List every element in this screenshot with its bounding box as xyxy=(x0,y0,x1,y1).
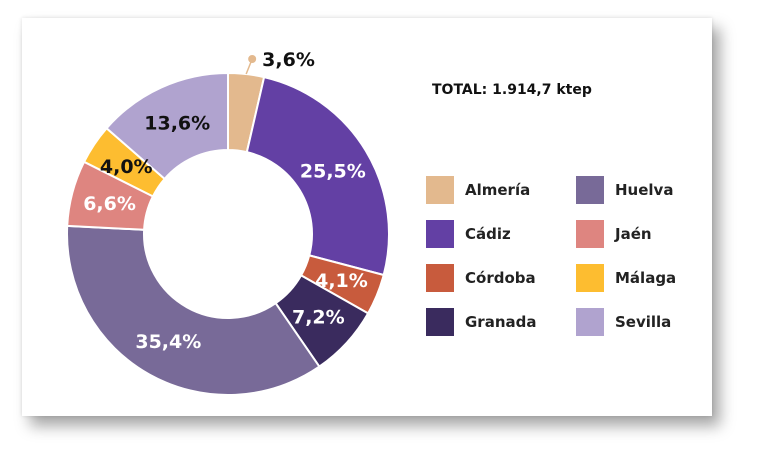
slice-cadiz xyxy=(245,75,390,277)
legend-item-huelva: Huelva xyxy=(576,176,673,204)
legend-item-cordoba: Córdoba xyxy=(426,264,536,292)
slice-label-huelva: 35,4% xyxy=(135,331,201,353)
slice-label-granada: 7,2% xyxy=(292,307,345,329)
slice-label-cadiz: 25,5% xyxy=(300,161,366,183)
legend-label: Málaga xyxy=(615,269,677,287)
slice-leader-dot xyxy=(248,55,257,63)
legend-item-jaen: Jaén xyxy=(576,220,652,248)
legend-swatch xyxy=(576,264,604,292)
slice-sevilla xyxy=(105,71,229,181)
legend-item-malaga: Málaga xyxy=(576,264,676,292)
donut-slices xyxy=(66,71,390,396)
slice-label-jaen: 6,6% xyxy=(83,193,136,215)
legend-swatch xyxy=(426,220,454,248)
legend-item-almeria: Almería xyxy=(426,176,530,204)
legend-item-sevilla: Sevilla xyxy=(576,308,671,336)
slice-label-malaga: 4,0% xyxy=(100,156,153,178)
legend-swatch xyxy=(426,176,454,204)
legend-swatch xyxy=(576,220,604,248)
legend-label: Cádiz xyxy=(465,225,511,243)
slice-labels: 3,6% 25,5% 4,1% 7,2% 35,4% 6,6% 4,0% 13,6% xyxy=(83,49,368,353)
slice-label-cordoba: 4,1% xyxy=(315,270,368,292)
legend-label: Almería xyxy=(465,181,531,199)
chart-total: TOTAL: 1.914,7 ktep xyxy=(432,82,592,98)
slice-huelva xyxy=(66,224,321,396)
slice-label-almeria: 3,6% xyxy=(262,49,315,71)
legend-label: Granada xyxy=(465,313,537,331)
legend-item-cadiz: Cádiz xyxy=(426,220,511,248)
legend-swatch xyxy=(576,308,604,336)
legend-label: Jaén xyxy=(615,225,652,243)
chart-legend: Almería Huelva Cádiz Jaén Córdoba Málaga Grana… xyxy=(426,176,696,346)
legend-label: Sevilla xyxy=(615,313,672,331)
slice-label-sevilla: 13,6% xyxy=(144,113,210,135)
legend-label: Córdoba xyxy=(465,269,536,287)
legend-swatch xyxy=(426,308,454,336)
legend-swatch xyxy=(576,176,604,204)
legend-swatch xyxy=(426,264,454,292)
legend-label: Huelva xyxy=(615,181,674,199)
legend-item-granada: Granada xyxy=(426,308,537,336)
